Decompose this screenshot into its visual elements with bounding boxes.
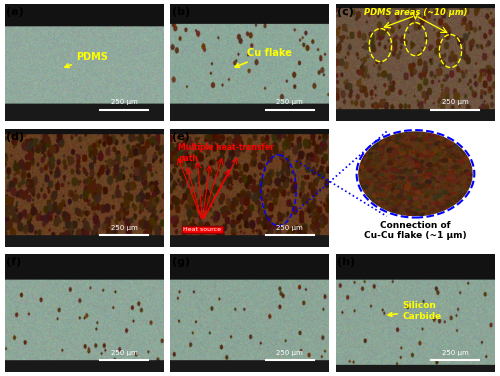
- Text: 250 μm: 250 μm: [276, 224, 303, 230]
- Text: (g): (g): [172, 257, 190, 267]
- Text: (d): (d): [6, 132, 24, 142]
- Text: (e): (e): [172, 132, 190, 142]
- Text: 250 μm: 250 μm: [276, 350, 303, 356]
- Text: 250 μm: 250 μm: [111, 224, 138, 230]
- Text: 250 μm: 250 μm: [111, 99, 138, 105]
- Text: PDMS areas (~10 μm): PDMS areas (~10 μm): [364, 9, 467, 18]
- Text: 250 μm: 250 μm: [276, 99, 303, 105]
- Text: (c): (c): [337, 7, 354, 17]
- Text: (h): (h): [337, 257, 355, 267]
- Text: Silicon
Carbide: Silicon Carbide: [388, 301, 442, 320]
- Text: (f): (f): [6, 257, 22, 267]
- Text: 250 μm: 250 μm: [111, 350, 138, 356]
- Text: Heat source: Heat source: [184, 227, 222, 232]
- Text: 250 μm: 250 μm: [442, 350, 468, 356]
- Text: (a): (a): [6, 7, 24, 17]
- Text: PDMS: PDMS: [65, 52, 108, 68]
- Text: Cu flake: Cu flake: [235, 49, 292, 67]
- Text: Multiple heat-transfer
path: Multiple heat-transfer path: [178, 143, 274, 162]
- Text: Connection of
Cu-Cu flake (~1 μm): Connection of Cu-Cu flake (~1 μm): [364, 221, 467, 241]
- Text: (b): (b): [172, 7, 190, 17]
- Text: 250 μm: 250 μm: [442, 99, 468, 105]
